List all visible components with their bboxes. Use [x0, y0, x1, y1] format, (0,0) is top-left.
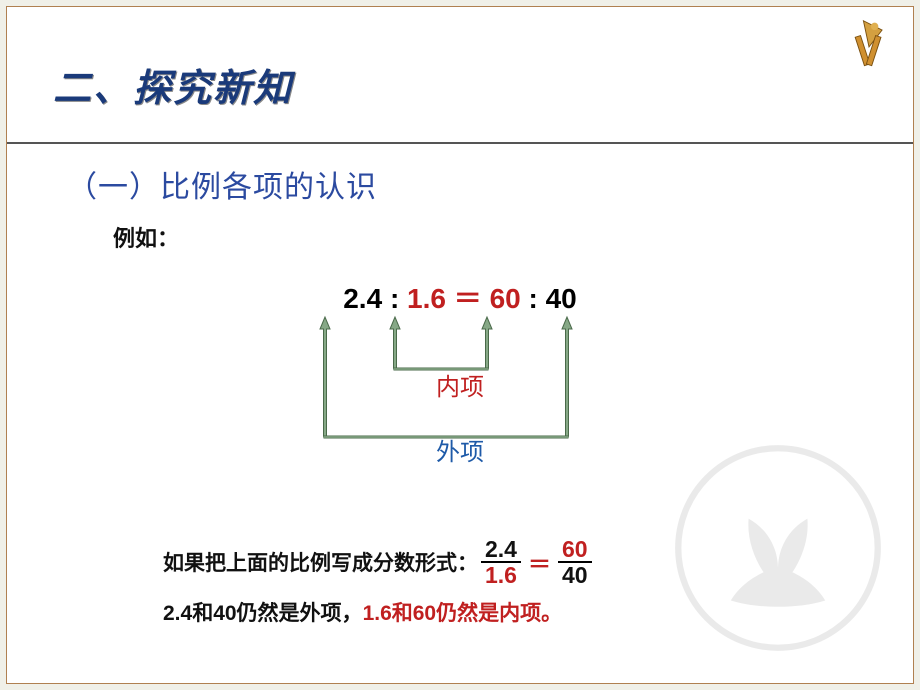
- subsection-title: （一）比例各项的认识: [67, 162, 377, 206]
- conclusion-part-a: 2.4和40仍然是外项，: [163, 602, 363, 625]
- slide-frame: 二、探究新知 （一）比例各项的认识 例如： 2.4 : 1.6 ＝ 60 : 4…: [6, 6, 914, 684]
- watermark-icon: [673, 443, 883, 653]
- section-title: 二、探究新知: [53, 57, 293, 112]
- frac1-numerator: 2.4: [481, 537, 521, 561]
- frac2-numerator: 60: [558, 537, 592, 561]
- title-underline: [7, 142, 913, 144]
- outer-term-label: 外项: [7, 432, 913, 467]
- fraction-right: 60 40: [558, 537, 592, 587]
- fraction-form-text: 如果把上面的比例写成分数形式： 2.4 1.6 ＝ 60 40: [163, 537, 595, 587]
- conclusion-text: 2.4和40仍然是外项，1.6和60仍然是内项。: [163, 597, 562, 627]
- example-label: 例如：: [113, 221, 179, 253]
- conclusion-part-b: 1.6和60仍然是内项。: [363, 602, 563, 625]
- inner-term-label: 内项: [7, 367, 913, 402]
- frac2-denominator: 40: [558, 563, 592, 587]
- fraction-equals: ＝: [528, 545, 551, 579]
- fraction-prefix: 如果把上面的比例写成分数形式：: [163, 547, 478, 577]
- fraction-left: 2.4 1.6: [481, 537, 521, 587]
- frac1-denominator: 1.6: [481, 563, 521, 587]
- tools-icon: [841, 17, 897, 73]
- title-text: 二、探究新知: [53, 57, 293, 112]
